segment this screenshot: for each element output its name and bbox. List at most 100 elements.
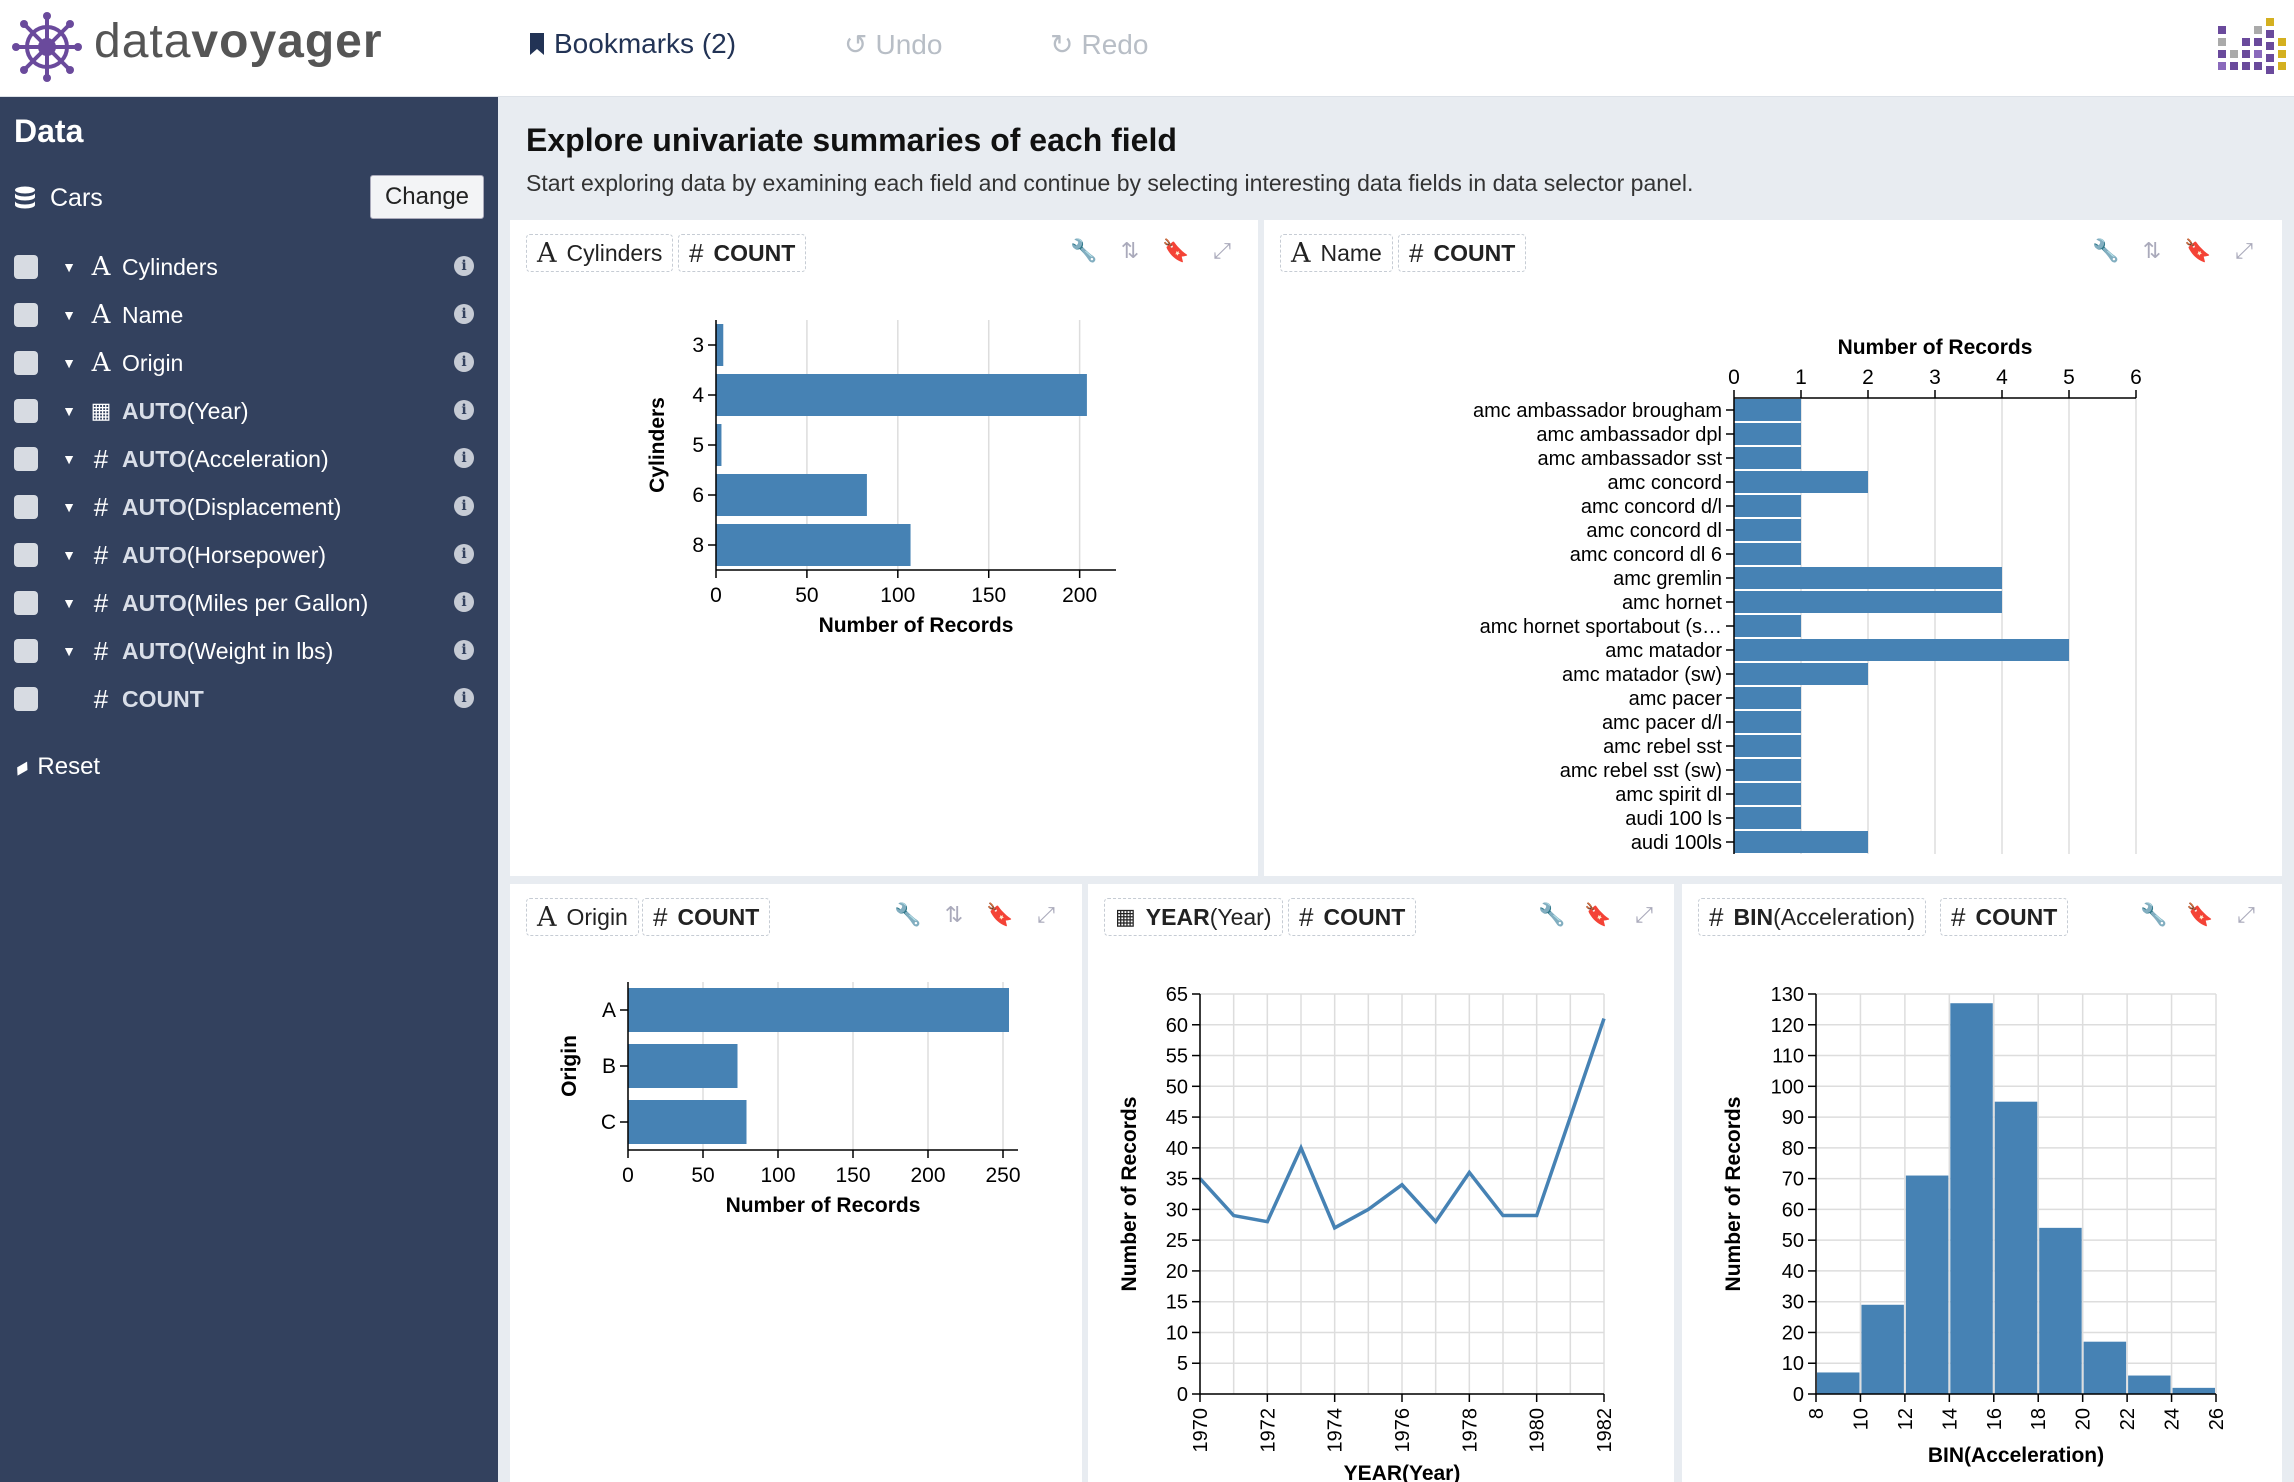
- field-agg: AUTO: [122, 493, 187, 520]
- y-tick-label: amc concord: [1608, 472, 1723, 494]
- info-icon[interactable]: i: [454, 688, 474, 708]
- x-tick-label: 0: [1728, 366, 1740, 389]
- info-icon[interactable]: i: [454, 400, 474, 420]
- field-checkbox[interactable]: [14, 447, 38, 471]
- y-tick-label: 0: [1177, 1384, 1188, 1406]
- field-agg: AUTO: [122, 637, 187, 664]
- eraser-icon: ▰: [9, 754, 35, 781]
- bar-bin-14: [1950, 1003, 1993, 1394]
- chevron-down-icon[interactable]: ▼: [62, 355, 76, 371]
- field-pill-cylinders[interactable]: A Cylinders: [526, 234, 674, 272]
- x-tick-label: 14: [1939, 1408, 1961, 1430]
- field-row[interactable]: ▼ # AUTO (Horsepower) i: [14, 535, 474, 575]
- bookmark-icon[interactable]: 🔖: [2184, 238, 2212, 263]
- sort-icon[interactable]: ⇅: [2142, 238, 2162, 263]
- bookmark-icon[interactable]: 🔖: [1584, 902, 1612, 927]
- y-axis-title: Number of Records: [1722, 1097, 1745, 1292]
- bookmarks-button[interactable]: Bookmarks (2): [528, 28, 736, 60]
- y-tick-label: 80: [1782, 1138, 1804, 1160]
- x-axis-title: Number of Records: [726, 1194, 921, 1217]
- y-tick-label: 0: [1793, 1384, 1804, 1406]
- expand-icon[interactable]: ⤢: [1037, 902, 1055, 927]
- bar-amc-spirit-dl: [1734, 783, 1801, 805]
- logo-data-text: data: [94, 15, 192, 68]
- wrench-icon[interactable]: 🔧: [2092, 238, 2120, 263]
- x-tick-label: 1980: [1527, 1408, 1549, 1453]
- field-row[interactable]: ▼ A Name i: [14, 295, 474, 335]
- wrench-icon[interactable]: 🔧: [1070, 238, 1098, 263]
- field-checkbox[interactable]: [14, 399, 38, 423]
- bookmarks-label: Bookmarks (2): [554, 28, 737, 59]
- bookmark-icon[interactable]: 🔖: [2186, 902, 2214, 927]
- chevron-down-icon[interactable]: ▼: [62, 643, 76, 659]
- field-pill-name[interactable]: A Name: [1280, 234, 1393, 272]
- field-row[interactable]: ▼ ▦ AUTO (Year) i: [14, 391, 474, 431]
- y-tick-label: amc spirit dl: [1615, 784, 1722, 806]
- expand-icon[interactable]: ⤢: [2235, 238, 2253, 263]
- field-pill-year[interactable]: ▦ YEAR (Year): [1104, 898, 1283, 936]
- field-checkbox[interactable]: [14, 591, 38, 615]
- sort-icon[interactable]: ⇅: [944, 902, 964, 927]
- y-tick-label: 40: [1166, 1138, 1188, 1160]
- bookmark-icon[interactable]: 🔖: [986, 902, 1014, 927]
- info-icon[interactable]: i: [454, 640, 474, 660]
- expand-icon[interactable]: ⤢: [2237, 902, 2255, 927]
- y-tick-label: 4: [692, 384, 704, 407]
- field-pill-count[interactable]: # COUNT: [678, 234, 807, 272]
- pill-label: Origin: [566, 903, 628, 930]
- field-checkbox[interactable]: [14, 639, 38, 663]
- chevron-down-icon[interactable]: ▼: [62, 451, 76, 467]
- pill-fn: YEAR: [1145, 903, 1210, 930]
- chevron-down-icon[interactable]: ▼: [62, 547, 76, 563]
- expand-icon[interactable]: ⤢: [1213, 238, 1231, 263]
- x-axis-title: BIN(Acceleration): [1928, 1444, 2104, 1467]
- chart-panel-name: A Name # COUNT 🔧 ⇅ 🔖 ⤢ amc ambassador brou…: [1264, 220, 2282, 876]
- undo-button[interactable]: ↺ Undo: [844, 28, 942, 61]
- change-dataset-button[interactable]: Change: [370, 175, 484, 219]
- field-checkbox[interactable]: [14, 687, 38, 711]
- redo-button[interactable]: ↻ Redo: [1050, 28, 1148, 61]
- chevron-down-icon[interactable]: ▼: [62, 499, 76, 515]
- y-tick-label: amc hornet sportabout (s…: [1480, 616, 1722, 638]
- field-row[interactable]: ▼ A Cylinders i: [14, 247, 474, 287]
- y-tick-label: audi 100 ls: [1625, 808, 1722, 830]
- brand-bars-icon: [2218, 18, 2286, 74]
- info-icon[interactable]: i: [454, 544, 474, 564]
- field-pill-origin[interactable]: A Origin: [526, 898, 639, 936]
- wrench-icon[interactable]: 🔧: [2140, 902, 2168, 927]
- field-row[interactable]: ▼ # AUTO (Miles per Gallon) i: [14, 583, 474, 623]
- field-checkbox[interactable]: [14, 351, 38, 375]
- wrench-icon[interactable]: 🔧: [894, 902, 922, 927]
- field-checkbox[interactable]: [14, 543, 38, 567]
- dataset-name: Cars: [50, 183, 103, 212]
- info-icon[interactable]: i: [454, 592, 474, 612]
- chevron-down-icon[interactable]: ▼: [62, 403, 76, 419]
- wrench-icon[interactable]: 🔧: [1538, 902, 1566, 927]
- expand-icon[interactable]: ⤢: [1635, 902, 1653, 927]
- reset-button[interactable]: ▰ Reset: [10, 753, 100, 781]
- info-icon[interactable]: i: [454, 256, 474, 276]
- info-icon[interactable]: i: [454, 496, 474, 516]
- field-pill-count[interactable]: # COUNT: [642, 898, 771, 936]
- field-checkbox[interactable]: [14, 255, 38, 279]
- chevron-down-icon[interactable]: ▼: [62, 595, 76, 611]
- info-icon[interactable]: i: [454, 448, 474, 468]
- chevron-down-icon[interactable]: ▼: [62, 307, 76, 323]
- field-pill-count[interactable]: # COUNT: [1398, 234, 1527, 272]
- info-icon[interactable]: i: [454, 304, 474, 324]
- sort-icon[interactable]: ⇅: [1120, 238, 1140, 263]
- field-row[interactable]: ▼ # AUTO (Displacement) i: [14, 487, 474, 527]
- field-checkbox[interactable]: [14, 303, 38, 327]
- field-row[interactable]: ▼ A Origin i: [14, 343, 474, 383]
- field-pill-acceleration[interactable]: # BIN (Acceleration): [1698, 898, 1926, 936]
- field-row[interactable]: ▼ # AUTO (Weight in lbs) i: [14, 631, 474, 671]
- field-checkbox[interactable]: [14, 495, 38, 519]
- y-tick-label: amc concord dl: [1586, 520, 1722, 542]
- field-row[interactable]: ▼ # AUTO (Acceleration) i: [14, 439, 474, 479]
- bookmark-icon[interactable]: 🔖: [1162, 238, 1190, 263]
- field-pill-count[interactable]: # COUNT: [1940, 898, 2069, 936]
- field-pill-count[interactable]: # COUNT: [1288, 898, 1417, 936]
- info-icon[interactable]: i: [454, 352, 474, 372]
- chevron-down-icon[interactable]: ▼: [62, 259, 76, 275]
